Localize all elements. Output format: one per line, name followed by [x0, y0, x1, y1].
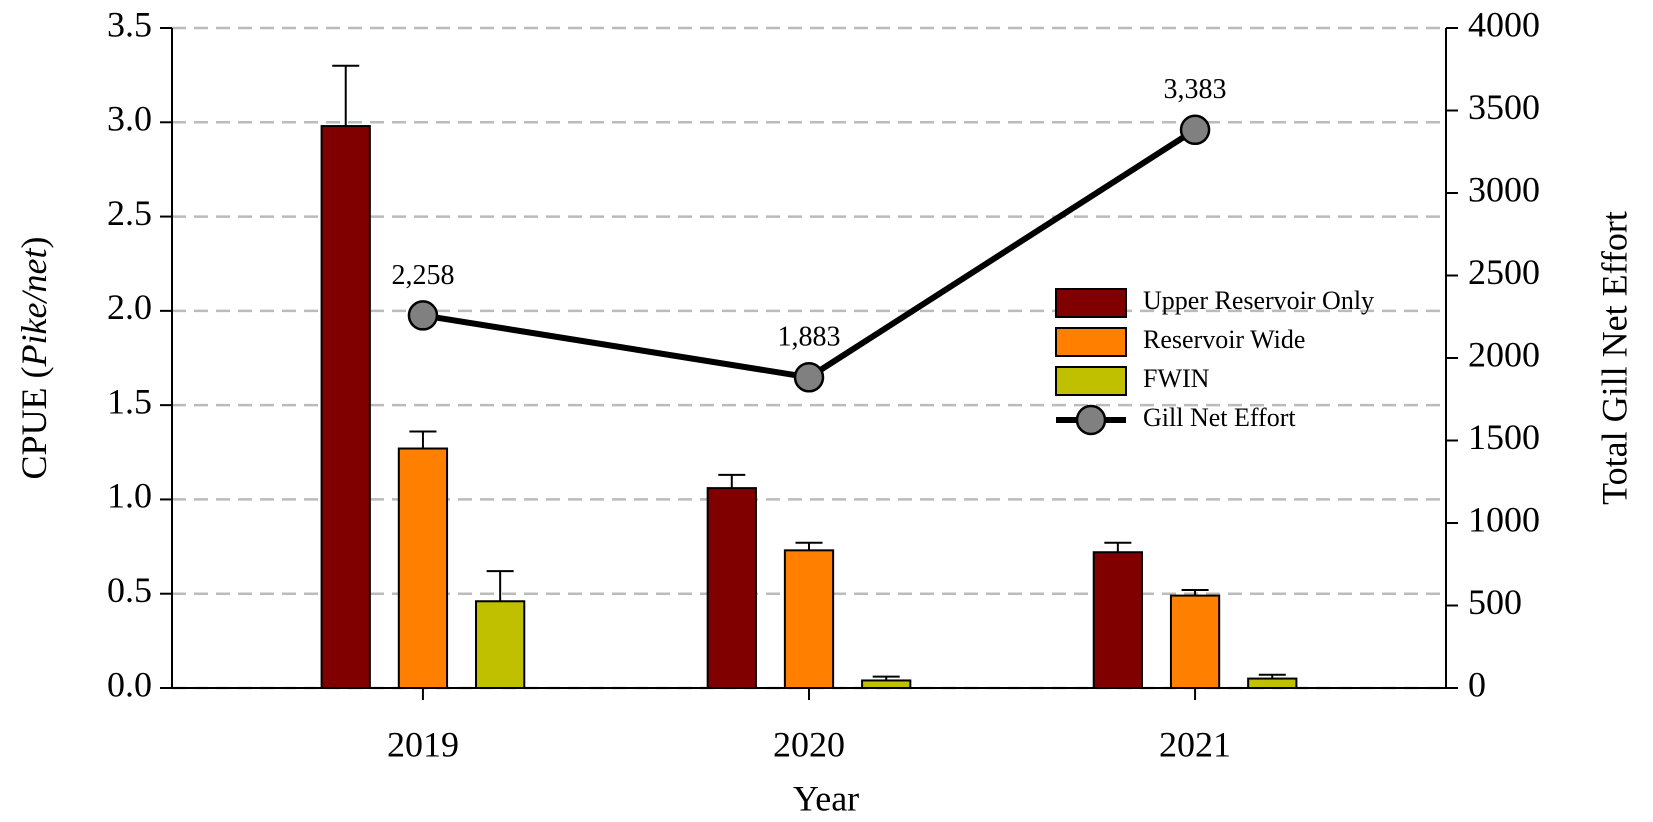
bar: [320, 125, 371, 690]
bar: [706, 487, 757, 689]
bar: [783, 549, 835, 689]
legend-swatch: [1055, 366, 1127, 396]
x-tick-label: 2019: [387, 724, 459, 764]
y2-tick-label: 2500: [1468, 252, 1540, 292]
y-label-part: ): [14, 237, 54, 249]
y2-tick-label: 4000: [1468, 4, 1540, 44]
y-label-part: CPUE (: [14, 366, 54, 479]
y-tick-label: 0.0: [107, 664, 152, 704]
y2-tick-label: 1000: [1468, 499, 1540, 539]
y-tick-label: 2.0: [107, 287, 152, 327]
y-tick-label: 0.5: [107, 570, 152, 610]
bar: [1092, 551, 1143, 689]
legend-label: FWIN: [1143, 364, 1210, 393]
value-label: 3,383: [1164, 74, 1227, 105]
y-tick-label: 1.0: [107, 476, 152, 516]
y2-axis-label: Total Gill Net Effort: [1594, 211, 1634, 505]
y-tick-label: 1.5: [107, 381, 152, 421]
bar: [1169, 594, 1221, 689]
x-axis-label: Year: [793, 778, 859, 818]
y-tick-label: 3.5: [107, 4, 152, 44]
legend-marker: [1075, 404, 1107, 436]
y-label-part: Pike/net: [14, 248, 54, 368]
y2-tick-label: 2000: [1468, 334, 1540, 374]
bar: [1247, 677, 1298, 689]
marker: [407, 300, 439, 331]
legend-label: Gill Net Effort: [1143, 403, 1296, 432]
legend-label: Reservoir Wide: [1143, 325, 1305, 354]
x-tick-label: 2020: [773, 724, 845, 764]
y2-tick-label: 500: [1468, 582, 1522, 622]
bar: [475, 600, 526, 689]
y2-tick-label: 3500: [1468, 87, 1540, 127]
y-tick-label: 2.5: [107, 193, 152, 233]
y2-tick-label: 1500: [1468, 417, 1540, 457]
bar: [861, 679, 912, 690]
bar: [397, 447, 449, 689]
y2-tick-label: 3000: [1468, 169, 1540, 209]
value-label: 2,258: [391, 260, 454, 291]
legend-swatch: [1055, 288, 1127, 318]
marker: [793, 362, 825, 393]
x-tick-label: 2021: [1159, 724, 1231, 764]
legend-swatch: [1055, 327, 1127, 357]
y-axis-label: CPUE (Pike/net): [14, 237, 54, 480]
value-label: 1,883: [778, 322, 841, 353]
y-tick-label: 3.0: [107, 99, 152, 139]
marker: [1179, 114, 1211, 146]
legend-label: Upper Reservoir Only: [1143, 286, 1374, 315]
y2-tick-label: 0: [1468, 664, 1486, 704]
